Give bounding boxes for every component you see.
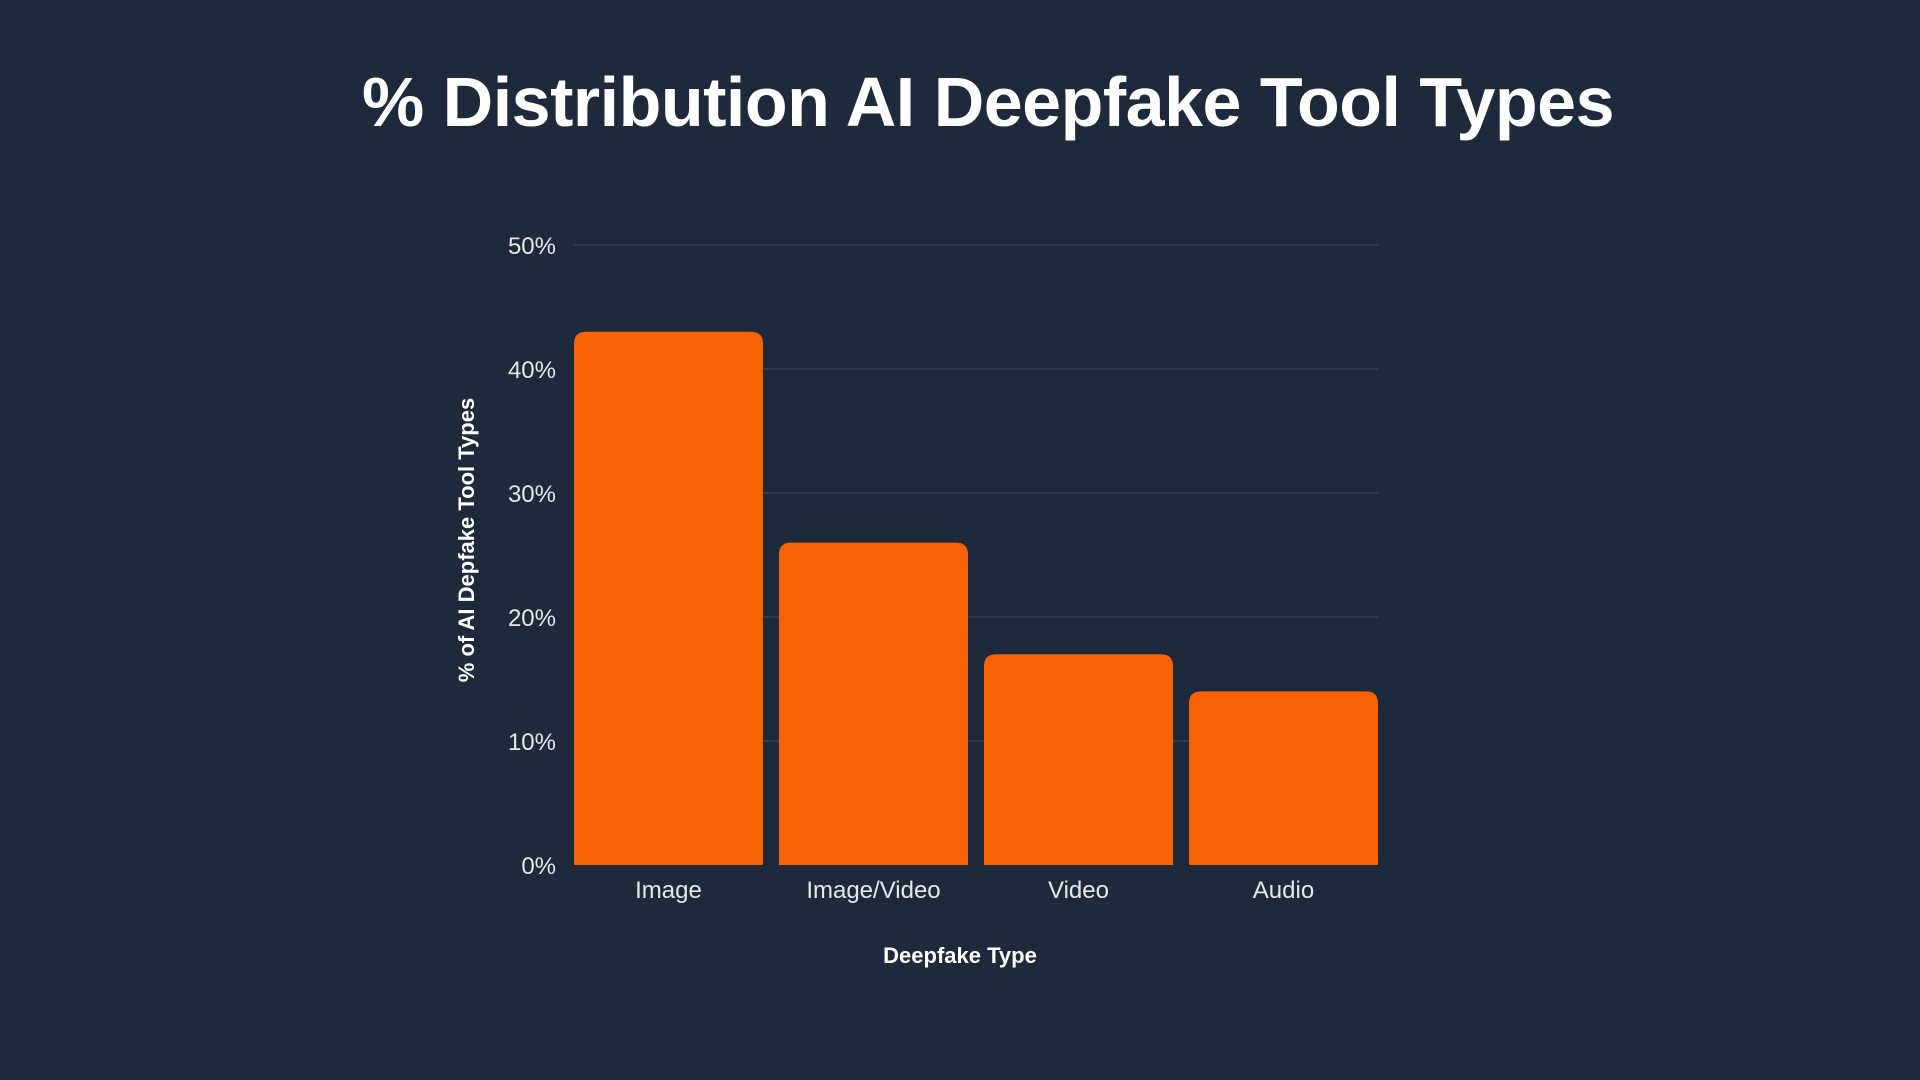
x-tick-label: Video	[1048, 877, 1109, 904]
bar-audio	[1189, 691, 1378, 865]
bar-video	[984, 654, 1173, 865]
x-axis-ticks: Image Image/Video Video Audio	[635, 877, 1314, 904]
y-tick-label: 10%	[508, 729, 556, 756]
x-tick-label: Image	[635, 877, 702, 904]
y-tick-label: 50%	[508, 233, 556, 260]
y-tick-label: 0%	[521, 853, 556, 880]
x-tick-label: Audio	[1253, 877, 1314, 904]
chart-title: % Distribution AI Deepfake Tool Types	[361, 63, 1615, 141]
bar-image-video	[779, 542, 968, 865]
y-tick-label: 30%	[508, 481, 556, 508]
x-tick-label: Image/Video	[806, 877, 940, 904]
bar-image	[574, 331, 763, 865]
y-axis-ticks: 0% 10% 20% 30% 40% 50%	[508, 233, 556, 880]
bars	[574, 331, 1378, 865]
y-axis-title: % of AI Depfake Tool Types	[454, 398, 479, 682]
y-tick-label: 40%	[508, 357, 556, 384]
y-tick-label: 20%	[508, 605, 556, 632]
x-axis-title: Deepfake Type	[883, 943, 1037, 968]
